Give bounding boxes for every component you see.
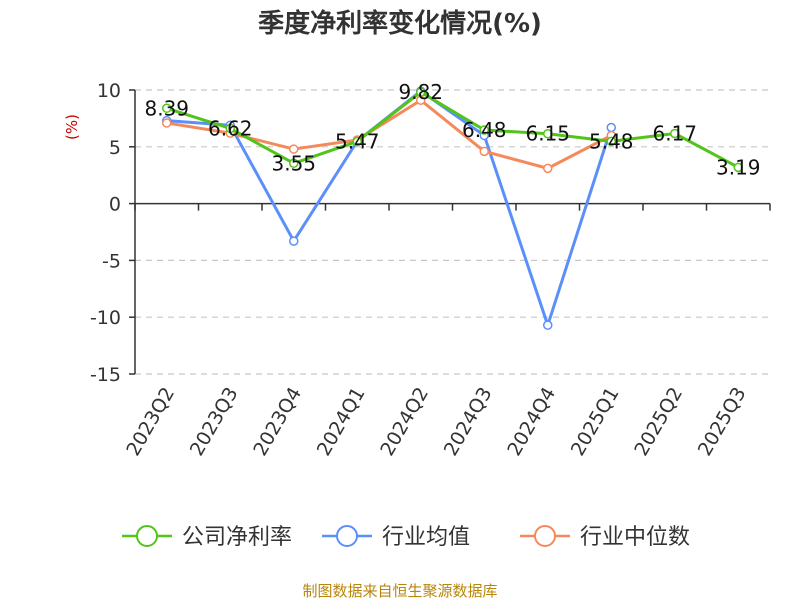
data-labels: 8.39 6.62 3.55 5.47 9.82 6.48 6.15 5.48 6.17 3.19 xyxy=(144,80,760,179)
data-point-company xyxy=(670,128,680,139)
data-label: 8.39 xyxy=(144,96,189,120)
legend-marker-company xyxy=(136,525,158,547)
legend-label-industry-mean: 行业均值 xyxy=(382,525,470,550)
data-point-industry-median xyxy=(162,118,172,128)
legend-label-company: 公司净利率 xyxy=(182,525,292,550)
y-tick-label: 0 xyxy=(109,194,121,216)
data-label: 5.48 xyxy=(589,129,634,153)
x-tick-label: 2025Q1 xyxy=(567,384,624,460)
x-tick-label: 2025Q2 xyxy=(630,384,687,460)
series-group xyxy=(162,86,743,330)
y-tick-label: 5 xyxy=(109,137,121,159)
data-point-industry-mean xyxy=(543,320,553,330)
data-label: 6.48 xyxy=(462,118,507,142)
data-point-company xyxy=(225,123,235,134)
x-tick-label: 2023Q4 xyxy=(249,384,306,460)
data-point-company xyxy=(543,128,553,139)
legend-marker-industry-mean xyxy=(336,525,358,547)
data-label: 9.82 xyxy=(398,80,443,104)
x-tick-label: 2024Q3 xyxy=(440,384,497,460)
x-tick-label: 2024Q2 xyxy=(376,384,433,460)
data-point-industry-median xyxy=(289,144,299,154)
x-tick-label: 2023Q2 xyxy=(122,384,179,460)
legend: 公司净利率 行业均值 行业中位数 xyxy=(122,525,690,550)
data-label: 6.62 xyxy=(208,116,253,140)
data-point-industry-median xyxy=(479,146,489,157)
x-tick-label: 2024Q1 xyxy=(313,384,370,460)
data-point-company xyxy=(416,87,426,97)
data-point-industry-median xyxy=(543,163,553,174)
y-tick-label: -15 xyxy=(90,364,121,386)
series-line-company xyxy=(166,90,739,169)
y-tick-label: -10 xyxy=(90,307,121,329)
data-point-company xyxy=(479,125,489,135)
y-tick-label: 10 xyxy=(97,80,121,102)
data-label: 5.47 xyxy=(335,129,380,153)
data-label: 3.19 xyxy=(716,155,761,179)
legend-marker-industry-median xyxy=(534,525,556,547)
y-axis-label: (%) xyxy=(63,114,81,140)
data-point-company xyxy=(162,103,172,114)
x-tick-label: 2025Q3 xyxy=(694,384,751,460)
x-tick-label: 2023Q3 xyxy=(186,384,243,460)
data-point-industry-mean xyxy=(289,236,299,246)
chart-title: 季度净利率变化情况(%) xyxy=(258,8,542,39)
data-point-company xyxy=(289,158,299,169)
grid xyxy=(135,89,770,375)
data-label: 3.55 xyxy=(271,151,316,175)
data-label: 6.15 xyxy=(525,122,570,146)
source-note: 制图数据来自恒生聚源数据库 xyxy=(302,582,497,600)
legend-label-industry-median: 行业中位数 xyxy=(580,525,690,550)
data-point-company xyxy=(606,136,616,147)
data-point-company xyxy=(352,136,362,147)
y-tick-label: -5 xyxy=(102,250,121,272)
x-tick-label: 2024Q4 xyxy=(503,384,560,460)
data-point-company xyxy=(733,162,743,173)
data-label: 6.17 xyxy=(652,122,697,146)
